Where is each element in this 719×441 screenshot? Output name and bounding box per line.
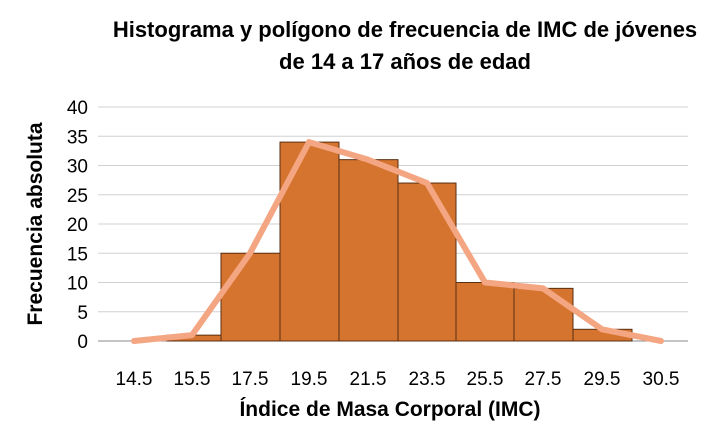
x-tick-label: 27.5 <box>525 369 562 390</box>
x-tick-label: 23.5 <box>409 369 446 390</box>
histogram-bar <box>279 141 340 342</box>
y-tick-label: 40 <box>67 98 88 119</box>
x-tick-label: 17.5 <box>232 369 269 390</box>
y-tick-label: 10 <box>67 274 88 295</box>
x-tick-label: 19.5 <box>291 369 328 390</box>
histogram-bars <box>166 141 633 342</box>
y-axis-label: Frecuencia absoluta <box>24 122 47 325</box>
histogram-bar <box>338 159 399 342</box>
x-tick-label: 21.5 <box>350 369 387 390</box>
y-tick-label: 20 <box>67 215 88 236</box>
y-tick-label: 25 <box>67 186 88 207</box>
chart-title-line1: Histograma y polígono de frecuencia de I… <box>113 17 697 42</box>
histogram-bar <box>220 252 281 342</box>
polygon-line <box>131 139 664 344</box>
x-tick-labels: 14.5 15.5 17.5 19.5 21.5 23.5 25.5 27.5 29.5 30.5 <box>116 369 680 390</box>
y-tick-label: 35 <box>67 127 88 148</box>
chart-title-line2: de 14 a 17 años de edad <box>279 49 531 74</box>
histogram-bar <box>397 182 457 342</box>
y-tick-labels: 0 5 10 15 20 25 30 35 40 <box>67 98 88 353</box>
y-tick-label: 30 <box>67 157 88 178</box>
x-tick-label: 30.5 <box>643 369 680 390</box>
x-tick-label: 25.5 <box>467 369 504 390</box>
x-tick-label: 14.5 <box>116 369 153 390</box>
histogram-bar <box>513 287 574 342</box>
x-tick-label: 15.5 <box>174 369 211 390</box>
x-axis-label: Índice de Masa Corporal (IMC) <box>239 398 540 421</box>
y-tick-label: 0 <box>77 332 88 353</box>
y-tick-label: 5 <box>77 303 88 324</box>
x-tick-label: 29.5 <box>584 369 621 390</box>
y-tick-label: 15 <box>67 244 88 265</box>
frequency-polygon <box>131 139 664 344</box>
histogram-bar <box>455 282 515 342</box>
